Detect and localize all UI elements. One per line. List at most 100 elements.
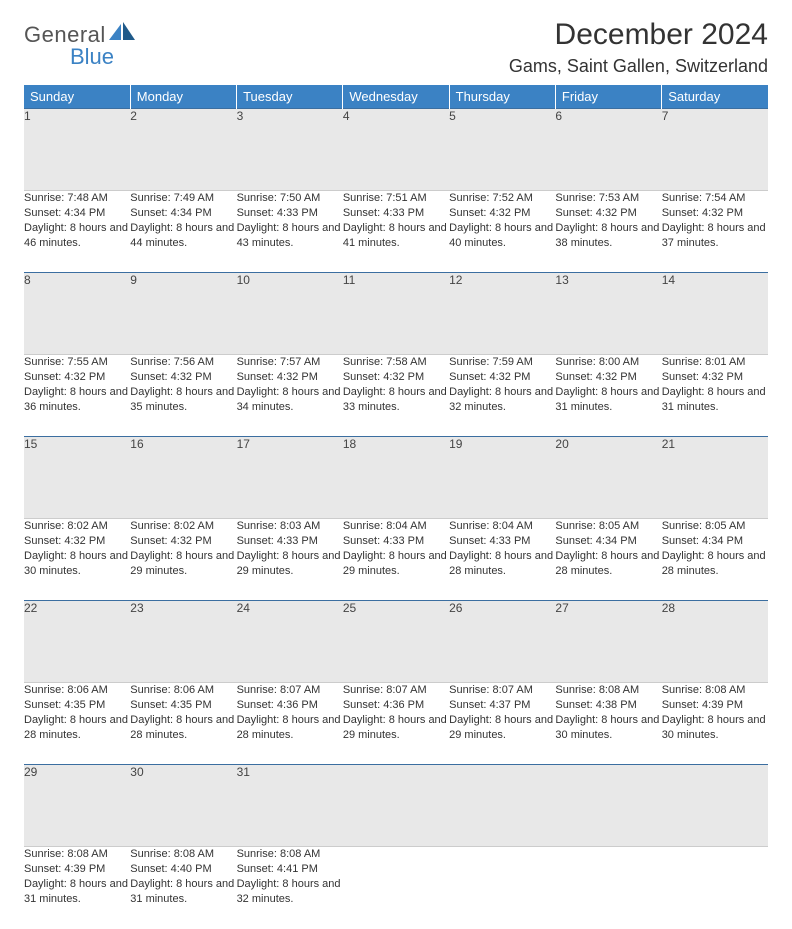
daylight-text: Daylight: 8 hours and 37 minutes. [662, 221, 768, 251]
sunset-text: Sunset: 4:39 PM [662, 698, 768, 713]
day-body-cell: Sunrise: 8:03 AMSunset: 4:33 PMDaylight:… [237, 519, 343, 601]
day-number-row: 22232425262728 [24, 601, 768, 683]
sunset-text: Sunset: 4:38 PM [555, 698, 661, 713]
day-number-cell: 2 [130, 109, 236, 191]
day-body-cell: Sunrise: 7:49 AMSunset: 4:34 PMDaylight:… [130, 191, 236, 273]
day-body-cell: Sunrise: 7:54 AMSunset: 4:32 PMDaylight:… [662, 191, 768, 273]
day-body-cell: Sunrise: 7:59 AMSunset: 4:32 PMDaylight:… [449, 355, 555, 437]
day-number-cell: 31 [237, 765, 343, 847]
daylight-text: Daylight: 8 hours and 29 minutes. [343, 713, 449, 743]
day-number-cell: 29 [24, 765, 130, 847]
day-body-cell: Sunrise: 8:04 AMSunset: 4:33 PMDaylight:… [343, 519, 449, 601]
day-body-row: Sunrise: 8:06 AMSunset: 4:35 PMDaylight:… [24, 683, 768, 765]
day-number-cell: 7 [662, 109, 768, 191]
daylight-text: Daylight: 8 hours and 46 minutes. [24, 221, 130, 251]
day-body-cell [343, 847, 449, 929]
sunset-text: Sunset: 4:39 PM [24, 862, 130, 877]
day-number-cell: 3 [237, 109, 343, 191]
day-body-cell: Sunrise: 7:48 AMSunset: 4:34 PMDaylight:… [24, 191, 130, 273]
sunset-text: Sunset: 4:34 PM [24, 206, 130, 221]
daylight-text: Daylight: 8 hours and 28 minutes. [237, 713, 343, 743]
daylight-text: Daylight: 8 hours and 31 minutes. [662, 385, 768, 415]
sunrise-text: Sunrise: 8:07 AM [449, 683, 555, 698]
daylight-text: Daylight: 8 hours and 43 minutes. [237, 221, 343, 251]
day-body-cell: Sunrise: 8:04 AMSunset: 4:33 PMDaylight:… [449, 519, 555, 601]
sunrise-text: Sunrise: 8:08 AM [24, 847, 130, 862]
daylight-text: Daylight: 8 hours and 41 minutes. [343, 221, 449, 251]
daylight-text: Daylight: 8 hours and 30 minutes. [662, 713, 768, 743]
sunrise-text: Sunrise: 7:57 AM [237, 355, 343, 370]
sunrise-text: Sunrise: 7:56 AM [130, 355, 236, 370]
day-body-cell: Sunrise: 8:08 AMSunset: 4:39 PMDaylight:… [662, 683, 768, 765]
daylight-text: Daylight: 8 hours and 28 minutes. [662, 549, 768, 579]
daylight-text: Daylight: 8 hours and 38 minutes. [555, 221, 661, 251]
day-number-cell: 6 [555, 109, 661, 191]
day-number-cell: 23 [130, 601, 236, 683]
daylight-text: Daylight: 8 hours and 28 minutes. [24, 713, 130, 743]
sunset-text: Sunset: 4:34 PM [555, 534, 661, 549]
sunrise-text: Sunrise: 8:06 AM [130, 683, 236, 698]
day-body-row: Sunrise: 7:48 AMSunset: 4:34 PMDaylight:… [24, 191, 768, 273]
day-number-cell: 30 [130, 765, 236, 847]
day-body-cell: Sunrise: 7:55 AMSunset: 4:32 PMDaylight:… [24, 355, 130, 437]
sunset-text: Sunset: 4:34 PM [130, 206, 236, 221]
daylight-text: Daylight: 8 hours and 32 minutes. [449, 385, 555, 415]
day-body-row: Sunrise: 8:02 AMSunset: 4:32 PM Daylight:… [24, 519, 768, 601]
sunset-text: Sunset: 4:32 PM [555, 370, 661, 385]
sunrise-text: Sunrise: 8:02 AM [24, 519, 130, 534]
day-body-cell: Sunrise: 8:07 AMSunset: 4:37 PMDaylight:… [449, 683, 555, 765]
sunrise-text: Sunrise: 7:55 AM [24, 355, 130, 370]
sunset-text: Sunset: 4:34 PM [662, 534, 768, 549]
sunset-text: Sunset: 4:32 PM [24, 534, 130, 549]
sunset-text: Sunset: 4:33 PM [343, 206, 449, 221]
sunset-text: Sunset: 4:32 PM [555, 206, 661, 221]
day-number-cell: 13 [555, 273, 661, 355]
sunset-text: Sunset: 4:32 PM [449, 370, 555, 385]
daylight-text: Daylight: 8 hours and 34 minutes. [237, 385, 343, 415]
day-number-cell: 22 [24, 601, 130, 683]
day-body-cell: Sunrise: 8:07 AMSunset: 4:36 PMDaylight:… [343, 683, 449, 765]
sunrise-text: Sunrise: 8:04 AM [343, 519, 449, 534]
sunrise-text: Sunrise: 8:08 AM [662, 683, 768, 698]
sunrise-text: Sunrise: 8:03 AM [237, 519, 343, 534]
sunrise-text: Sunrise: 8:06 AM [24, 683, 130, 698]
sunset-text: Sunset: 4:32 PM [343, 370, 449, 385]
sunset-text: Sunset: 4:32 PM [130, 534, 236, 549]
daylight-text: Daylight: 8 hours and 35 minutes. [130, 385, 236, 415]
dayheader-wednesday: Wednesday [343, 85, 449, 109]
sunrise-text: Sunrise: 8:08 AM [555, 683, 661, 698]
day-number-row: 15161718192021 [24, 437, 768, 519]
month-title: December 2024 [509, 18, 768, 52]
sunset-text: Sunset: 4:36 PM [343, 698, 449, 713]
sunset-text: Sunset: 4:33 PM [343, 534, 449, 549]
sunset-text: Sunset: 4:32 PM [24, 370, 130, 385]
day-body-cell: Sunrise: 7:52 AMSunset: 4:32 PMDaylight:… [449, 191, 555, 273]
day-body-cell [449, 847, 555, 929]
day-number-cell: 16 [130, 437, 236, 519]
day-number-cell: 8 [24, 273, 130, 355]
day-number-cell: 4 [343, 109, 449, 191]
day-body-cell: Sunrise: 8:00 AMSunset: 4:32 PMDaylight:… [555, 355, 661, 437]
day-body-cell: Sunrise: 8:02 AMSunset: 4:32 PMDaylight:… [130, 519, 236, 601]
sunset-text: Sunset: 4:36 PM [237, 698, 343, 713]
daylight-text: Daylight: 8 hours and 36 minutes. [24, 385, 130, 415]
daylight-text: Daylight: 8 hours and 31 minutes. [555, 385, 661, 415]
day-body-cell: Sunrise: 7:56 AMSunset: 4:32 PMDaylight:… [130, 355, 236, 437]
sunset-text: Sunset: 4:35 PM [130, 698, 236, 713]
sunset-text: Sunset: 4:32 PM [449, 206, 555, 221]
daylight-text: Daylight: 8 hours and 28 minutes. [555, 549, 661, 579]
sunrise-text: Sunrise: 8:07 AM [237, 683, 343, 698]
location-text: Gams, Saint Gallen, Switzerland [509, 56, 768, 77]
sunrise-text: Sunrise: 7:49 AM [130, 191, 236, 206]
sunrise-text: Sunrise: 8:00 AM [555, 355, 661, 370]
day-body-row: Sunrise: 7:55 AMSunset: 4:32 PMDaylight:… [24, 355, 768, 437]
sunset-text: Sunset: 4:37 PM [449, 698, 555, 713]
sunset-text: Sunset: 4:41 PM [237, 862, 343, 877]
day-body-cell: Sunrise: 8:01 AMSunset: 4:32 PMDaylight:… [662, 355, 768, 437]
day-body-cell: Sunrise: 8:05 AMSunset: 4:34 PMDaylight:… [555, 519, 661, 601]
sunrise-text: Sunrise: 7:52 AM [449, 191, 555, 206]
sunset-text: Sunset: 4:32 PM [130, 370, 236, 385]
day-number-cell: 17 [237, 437, 343, 519]
day-number-cell: 18 [343, 437, 449, 519]
day-body-cell [555, 847, 661, 929]
